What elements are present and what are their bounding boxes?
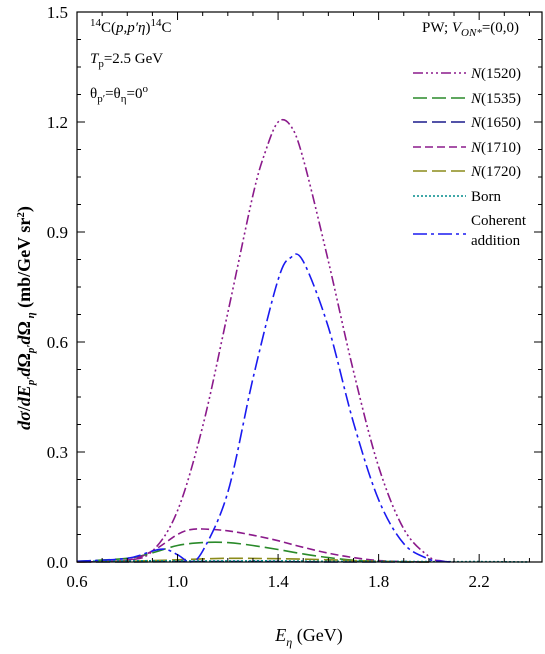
axes [76,11,543,563]
legend-label-born: Born [471,189,502,205]
series-line-n-1520 [76,118,455,563]
annotation-energy: Tp=2.5 GeV [90,51,163,70]
legend-label-n-1650: N(1650) [470,115,521,131]
y-tick-label: 0.0 [47,553,68,572]
legend-label-n-1520: N(1520) [470,66,521,82]
legend-label-coherent-addition: Coherent addition [471,213,527,249]
y-tick-label: 0.6 [47,333,68,352]
legend: N(1520) N(1535) N(1650) N(1710) N(1720) Born C… [413,66,527,249]
legend-label-n-1710: N(1710) [470,140,521,156]
tick-labels: 0.6 1.0 1.4 1.8 2.2 0.0 0.3 0.6 0.9 1.2 1.5 [47,3,490,591]
y-tick-label: 0.9 [47,223,68,242]
x-tick-label: 2.2 [469,572,490,591]
series-lines [76,118,530,563]
annotation-reaction: 14C(p,p′η)14C [90,17,172,36]
annotation-angles: θp′=θη=0o [90,83,148,105]
series-line-n-1535 [76,541,429,563]
series-line-coherent-addition [76,253,455,563]
x-tick-label: 1.8 [368,572,389,591]
x-tick-label: 0.6 [66,572,87,591]
legend-label-n-1535: N(1535) [470,91,521,107]
x-axis-title: Eη (GeV) [274,625,342,649]
annotation-model: PW; VON*=(0,0) [422,20,519,39]
y-tick-label: 1.5 [47,3,68,22]
x-tick-label: 1.0 [167,572,188,591]
y-tick-label: 1.2 [47,113,68,132]
x-tick-label: 1.4 [267,572,289,591]
legend-label-n-1720: N(1720) [470,164,521,180]
y-axis-title: dσ/dEp′dΩp′dΩ η (mb/GeV sr2) [14,206,37,430]
series-line-n-1710 [76,528,429,563]
y-tick-label: 0.3 [47,443,68,462]
